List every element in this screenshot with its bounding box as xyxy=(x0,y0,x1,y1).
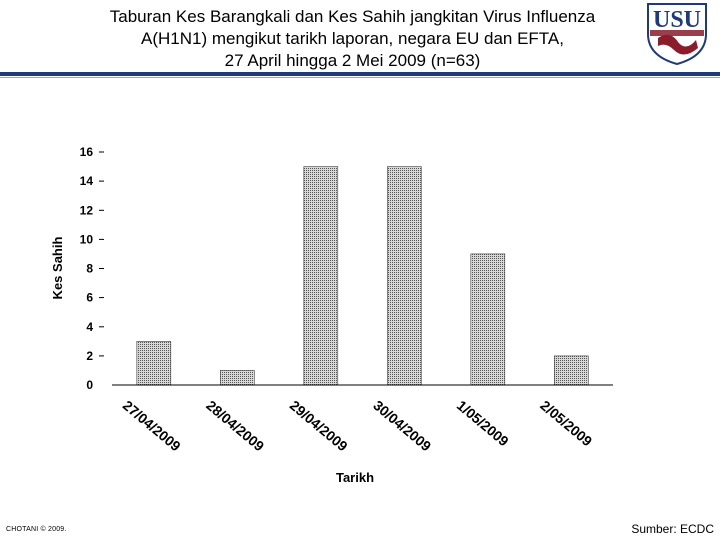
y-tick-label: 4 xyxy=(86,320,93,334)
page-title: Taburan Kes Barangkali dan Kes Sahih jan… xyxy=(60,6,645,72)
y-tick-label: 6 xyxy=(86,291,93,305)
x-tick-label: 2/05/2009 xyxy=(537,397,595,449)
bar-1-05-2009 xyxy=(470,253,506,386)
y-tick-label: 0 xyxy=(86,378,93,392)
y-tick-label: 10 xyxy=(80,232,94,246)
bar-2-05-2009 xyxy=(553,355,589,386)
title-line-2: A(H1N1) mengikut tarikh laporan, negara … xyxy=(141,29,564,48)
header-rule-thin xyxy=(0,77,720,78)
x-tick-label: 30/04/2009 xyxy=(370,397,434,454)
x-axis-label: Tarikh xyxy=(336,470,374,485)
x-tick-label: 1/05/2009 xyxy=(454,397,512,449)
x-tick-label: 28/04/2009 xyxy=(203,397,267,454)
footer-copyright: CHOTANI © 2009. xyxy=(6,526,67,533)
bar-28-04-2009 xyxy=(220,370,255,386)
y-axis-label: Kes Sahih xyxy=(50,237,65,300)
y-tick-label: 8 xyxy=(86,262,93,276)
logo-lettering: USU xyxy=(653,7,701,33)
bar-27-04-2009 xyxy=(136,340,172,386)
header-rule xyxy=(0,72,720,76)
x-tick-label: 29/04/2009 xyxy=(287,397,351,454)
title-line-1: Taburan Kes Barangkali dan Kes Sahih jan… xyxy=(109,7,596,26)
x-tick-label: 27/04/2009 xyxy=(120,397,184,454)
bar-30-04-2009 xyxy=(386,166,422,386)
title-line-3: 27 April hingga 2 Mei 2009 (n=63) xyxy=(224,51,481,70)
university-logo-icon: USU xyxy=(644,0,710,66)
footer-source: Sumber: ECDC xyxy=(631,522,714,536)
bar-29-04-2009 xyxy=(303,166,339,386)
y-tick-label: 16 xyxy=(80,145,94,159)
y-tick-label: 14 xyxy=(80,174,94,188)
y-tick-label: 2 xyxy=(86,349,93,363)
y-tick-label: 12 xyxy=(80,203,94,217)
